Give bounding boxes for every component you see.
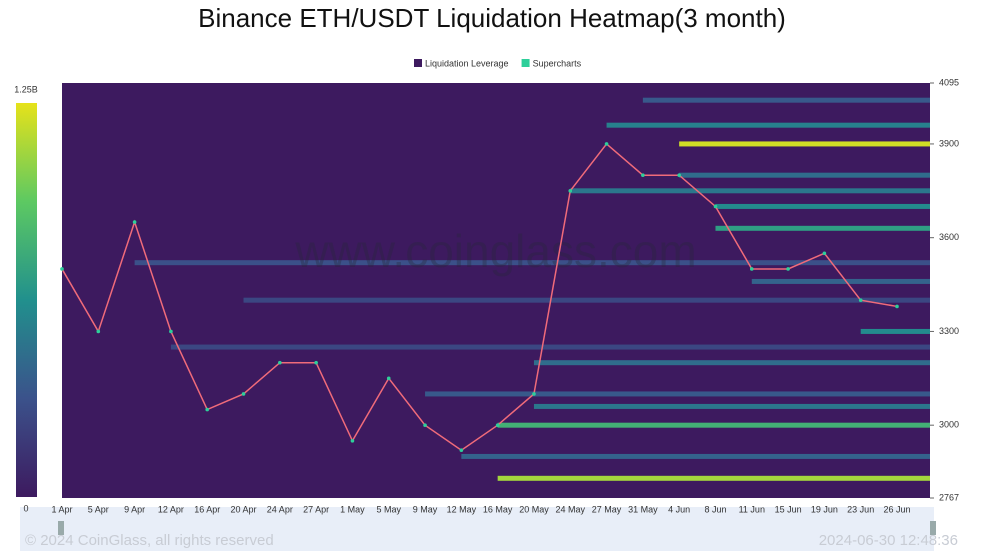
x-tick-label: 4 Jun [668,504,690,514]
y-tick-label: 3300 [939,326,959,336]
x-tick-label: 31 May [628,504,658,514]
price-point [677,173,681,177]
x-tick-label: 1 May [340,504,365,514]
navigator [20,507,934,551]
liquidation-band [497,475,930,481]
x-tick-label: 9 May [413,504,438,514]
liquidation-band [642,97,930,103]
x-tick-label: 11 Jun [739,504,765,514]
price-point [241,392,246,396]
legend-swatch [521,59,530,67]
x-tick-label: 12 Apr [158,504,184,514]
price-point [495,423,500,427]
legend-label: Liquidation Leverage [425,58,509,68]
liquidation-band [243,297,931,303]
liquidation-band [425,391,930,397]
y-tick-label: 2767 [939,492,959,502]
y-tick-label: 4095 [939,77,959,87]
x-tick-label: 20 May [519,504,549,514]
x-tick-label: 5 Apr [88,504,109,514]
color-bar [16,103,37,497]
liquidation-band [134,260,930,266]
legend-label: Supercharts [533,58,582,68]
liquidation-band [533,403,930,409]
liquidation-band [170,344,931,350]
price-point [314,360,318,365]
price-point [822,251,827,256]
x-tick-label: 20 Apr [231,504,257,514]
price-point [423,423,427,427]
x-tick-label: 15 Jun [775,504,802,514]
x-tick-label: 24 Apr [267,504,293,514]
price-point [532,392,536,396]
price-point [786,267,790,271]
colorbar-label: 1.25B [14,84,38,94]
price-point [350,439,355,443]
x-tick-label: 12 May [447,504,477,514]
footer-left: © 2024 CoinGlass, all rights reserved [25,532,274,549]
x-tick-label: 16 May [483,504,513,514]
footer-right: 2024-06-30 12:48:36 [819,532,958,549]
colorbar-label: 0 [23,503,28,513]
price-point [169,329,173,334]
liquidation-band [860,328,930,334]
liquidation-band [606,122,930,128]
nav-handle[interactable] [930,521,936,535]
price-point [278,360,282,365]
y-tick-label: 3600 [939,232,959,242]
watermark: www.coinglass.com [294,225,696,277]
liquidation-band [570,188,930,194]
nav-handle[interactable] [58,521,64,535]
price-point [96,329,101,334]
x-tick-label: 8 Jun [704,504,726,514]
plot-background [62,83,930,498]
x-tick-label: 27 Apr [303,504,329,514]
x-tick-label: 16 Apr [194,504,220,514]
price-point [205,407,210,412]
x-tick-label: 23 Jun [847,504,874,514]
liquidation-band [679,141,930,147]
liquidation-band [533,360,930,366]
price-point [604,142,609,146]
price-point [132,220,137,224]
liquidation-band [751,278,930,284]
price-point [749,267,754,271]
liquidation-band [715,203,930,209]
price-line [61,142,898,452]
liquidation-band [461,453,930,459]
liquidation-band [715,225,930,231]
price-point [641,173,645,177]
chart-title: Binance ETH/USDT Liquidation Heatmap(3 m… [198,3,786,33]
x-tick-label: 9 Apr [124,504,145,514]
price-point [568,189,573,193]
y-tick-label: 3000 [939,420,959,430]
x-tick-label: 1 Apr [51,504,72,514]
y-tick-label: 3900 [939,138,959,148]
liquidation-band [679,172,930,178]
price-point [713,204,718,209]
price-point [459,448,464,452]
legend-swatch [414,59,422,67]
x-tick-label: 19 Jun [811,504,838,514]
x-tick-label: 5 May [376,504,401,514]
price-point [386,376,391,381]
x-tick-label: 27 May [592,504,622,514]
liquidation-band [497,422,930,428]
price-point [895,304,899,309]
price-point [60,267,64,271]
price-point [858,298,863,302]
legend: Liquidation Leverage Supercharts [414,58,582,68]
x-tick-label: 24 May [556,504,586,514]
x-tick-label: 26 Jun [883,504,910,514]
